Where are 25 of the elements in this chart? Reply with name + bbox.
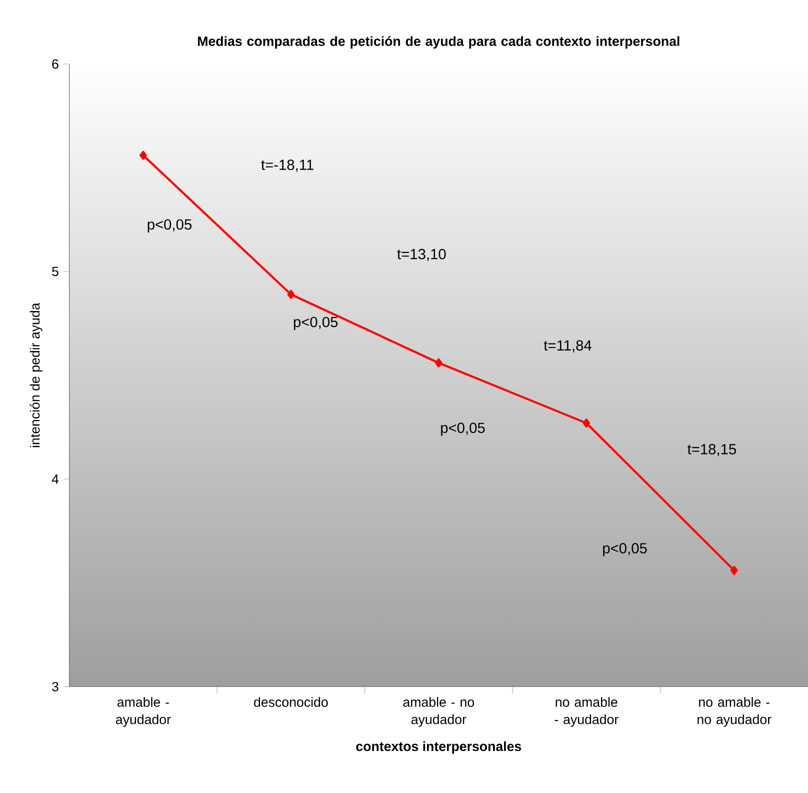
x-tick-label: desconocido <box>254 696 328 707</box>
chart-title: Medias comparadas de petición de ayuda para cada contexto interpersonal <box>198 36 680 48</box>
annotation: p<0,05 <box>294 316 338 330</box>
y-tick-label: 5 <box>52 266 58 276</box>
point <box>582 418 590 428</box>
x-tick-label: amable - no ayudador <box>403 696 474 727</box>
annotation: p<0,05 <box>148 219 192 232</box>
point <box>434 358 442 368</box>
x-tick-label: amable - ayudador <box>116 696 171 727</box>
y-axis-title: intención de pedir ayuda <box>30 302 42 447</box>
point <box>730 566 738 575</box>
y-tick-label: 6 <box>52 59 58 69</box>
annotation: t=18,15 <box>688 444 736 456</box>
y-tick-label: 3 <box>52 682 58 692</box>
annotation: t=11,84 <box>544 340 592 352</box>
y-tick-label: 4 <box>52 474 59 484</box>
annotation: t=-18,11 <box>261 160 314 172</box>
x-tick-label: no amable - no ayudador <box>698 696 772 727</box>
annotation: p<0,05 <box>603 542 647 556</box>
x-tick-label: no amable - ayudador <box>554 696 618 727</box>
point <box>140 150 147 160</box>
point <box>287 290 295 299</box>
annotation: p<0,05 <box>441 422 485 436</box>
annotation: t=13,10 <box>397 248 446 261</box>
x-axis-title: contextos interpersonales <box>356 741 522 754</box>
